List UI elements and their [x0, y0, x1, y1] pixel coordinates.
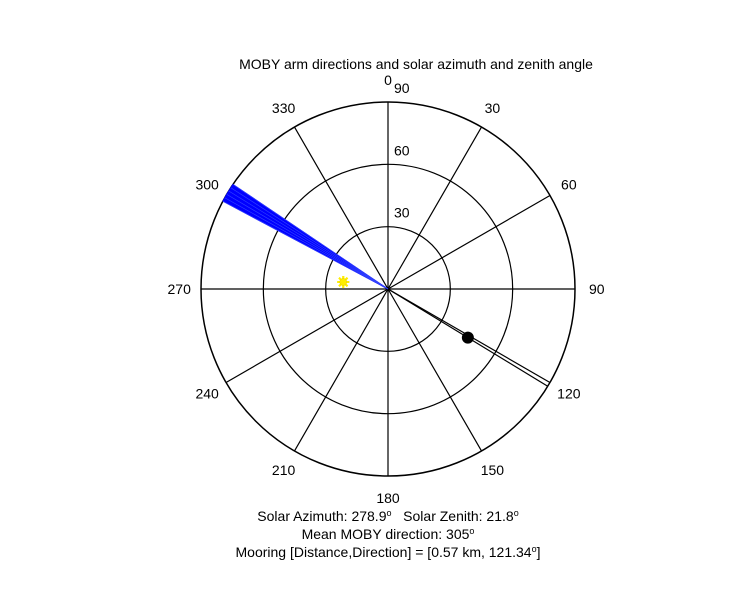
degree-mark: o	[531, 544, 537, 554]
solar-angles-caption: Solar Azimuth: 278.9o Solar Zenith: 21.8…	[0, 508, 750, 524]
radial-tick-label: 90	[394, 80, 410, 96]
radial-ring	[262, 163, 514, 415]
radial-tick-label: 60	[394, 142, 410, 158]
degree-mark: o	[469, 526, 475, 536]
angle-tick-label: 180	[376, 490, 400, 506]
series-layer	[222, 183, 549, 387]
spoke-line	[387, 126, 483, 290]
radial-tick-label: 30	[394, 205, 410, 221]
moby-arm-line	[230, 187, 389, 290]
angle-tick-label: 150	[481, 462, 505, 478]
angle-tick-label: 60	[561, 177, 577, 193]
spoke-line	[293, 288, 389, 452]
angle-tick-label: 0	[384, 72, 392, 88]
moby-arm-line	[228, 190, 389, 290]
angle-tick-label: 240	[195, 385, 219, 401]
angle-tick-label: 330	[272, 100, 296, 116]
angle-tick-label: 210	[272, 462, 296, 478]
radial-ring	[200, 101, 576, 477]
mooring-text: Mooring [Distance,Direction] = [0.57 km,…	[235, 544, 532, 560]
moby-arm-line	[226, 194, 389, 290]
mean-direction-caption: Mean MOBY direction: 305o	[0, 526, 750, 542]
mooring-text-end: ]	[536, 544, 541, 560]
angle-tick-label: 30	[485, 100, 501, 116]
spoke-line	[387, 288, 483, 452]
chart-title: MOBY arm directions and solar azimuth an…	[239, 56, 593, 72]
degree-mark: o	[513, 508, 519, 518]
sun-marker	[337, 275, 350, 288]
spoke-line	[387, 194, 551, 290]
radial-ring	[325, 226, 451, 352]
degree-mark: o	[386, 508, 392, 518]
sun-core	[339, 278, 347, 286]
mean-direction-text: Mean MOBY direction: 305	[301, 526, 470, 542]
spoke-line	[293, 126, 389, 290]
solar-zenith-text: Solar Zenith: 21.8	[403, 508, 514, 524]
mooring-caption: Mooring [Distance,Direction] = [0.57 km,…	[0, 544, 750, 560]
tick-labels: 0 30 60 90 120 150 180 210 240 270 300 330 30 60 90	[168, 72, 605, 506]
angle-tick-label: 300	[195, 177, 219, 193]
moby-arm-line	[222, 200, 389, 290]
angle-tick-label: 270	[168, 281, 192, 297]
angle-tick-label: 120	[557, 385, 581, 401]
solar-azimuth-text: Solar Azimuth: 278.9	[257, 508, 387, 524]
spoke-line	[225, 288, 389, 384]
moby-arm-line	[232, 184, 389, 290]
mooring-marker	[461, 331, 474, 344]
angle-tick-label: 90	[589, 281, 605, 297]
moby-arm-line	[224, 197, 389, 290]
